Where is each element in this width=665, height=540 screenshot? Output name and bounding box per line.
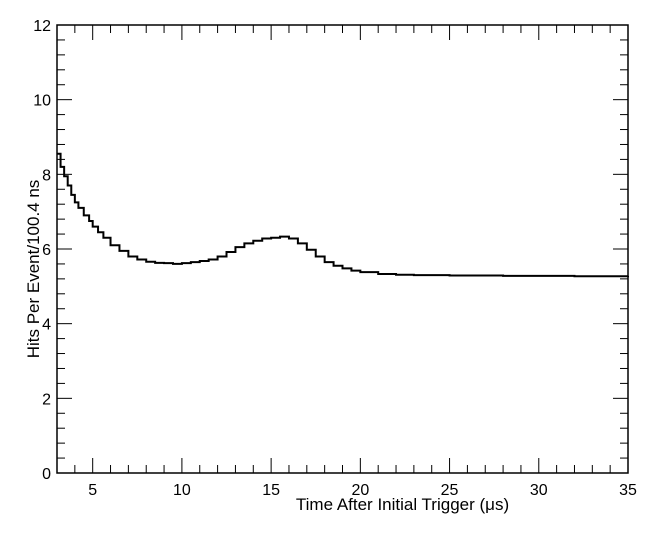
y-tick-label: 12 (33, 18, 51, 35)
series-group (57, 152, 629, 278)
x-tick-label: 25 (441, 482, 459, 499)
x-axis-label: Time After Initial Trigger (μs) (296, 495, 509, 514)
x-tick-label: 10 (173, 482, 191, 499)
y-tick-label: 8 (42, 167, 51, 184)
y-tick-label: 2 (42, 391, 51, 408)
y-axis-label: Hits Per Event/100.4 ns (24, 180, 43, 359)
y-tick-label: 6 (42, 242, 51, 259)
x-tick-label: 20 (351, 482, 369, 499)
y-tick-label: 4 (42, 317, 51, 334)
x-tick-label: 15 (262, 482, 280, 499)
series-line (57, 152, 629, 278)
x-tick-label: 35 (619, 482, 637, 499)
y-tick-label: 10 (33, 93, 51, 110)
y-tick-label: 0 (42, 466, 51, 483)
plot-frame (56, 24, 629, 474)
x-tick-label: 30 (530, 482, 548, 499)
x-tick-label: 5 (88, 482, 97, 499)
